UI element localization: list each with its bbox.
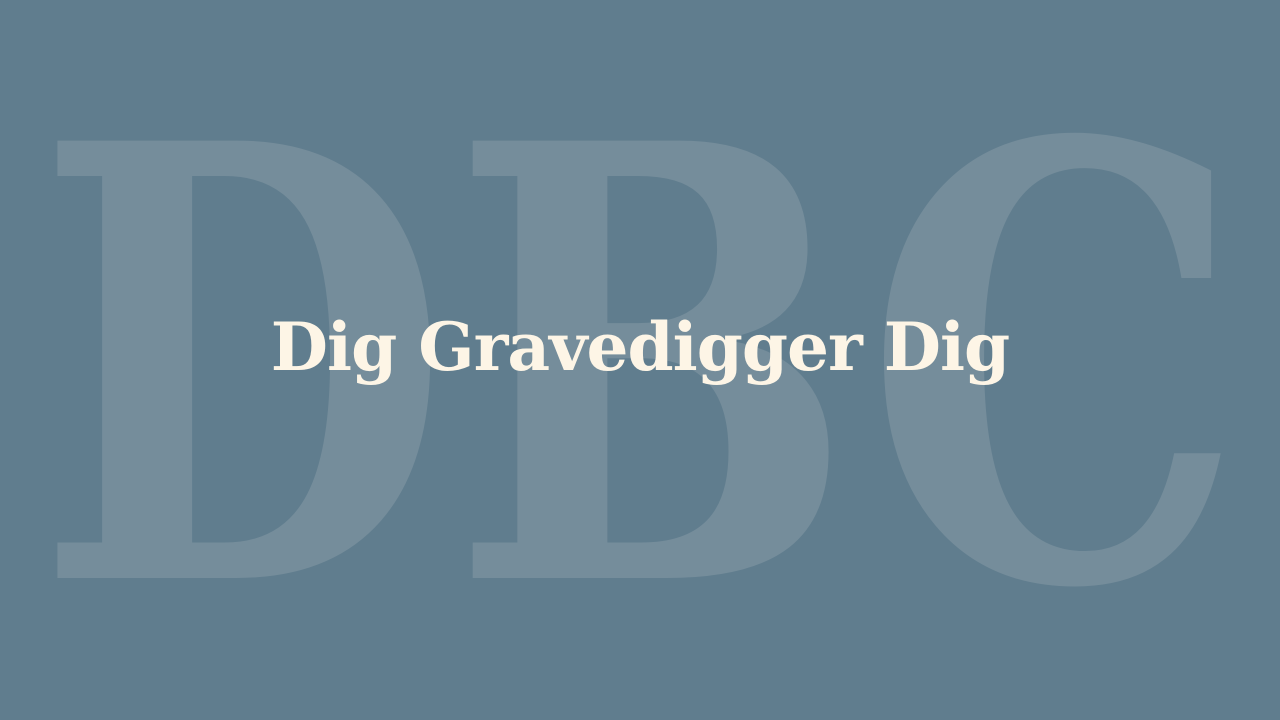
- background-monogram-text: DBC: [35, 100, 1245, 620]
- background-monogram: DBC: [0, 100, 1280, 620]
- page-title: Dig Gravedigger Dig: [270, 308, 1010, 386]
